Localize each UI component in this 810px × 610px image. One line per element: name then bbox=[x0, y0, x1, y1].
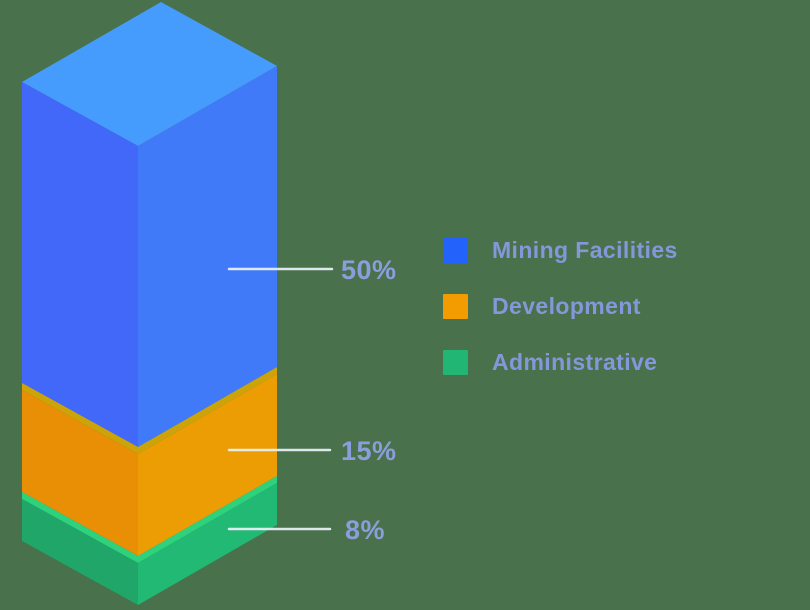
bar-segment-development bbox=[22, 367, 277, 556]
development-rim-right bbox=[138, 367, 277, 454]
mining-left-face bbox=[22, 82, 138, 447]
legend-swatch-orange bbox=[443, 294, 468, 319]
legend-swatch-green bbox=[443, 350, 468, 375]
legend-label-mining-facilities: Mining Facilities bbox=[492, 237, 678, 263]
bar-segment-mining bbox=[22, 2, 277, 447]
value-label-mining: 50% bbox=[341, 255, 397, 285]
legend-item-administrative: Administrative bbox=[443, 349, 678, 375]
development-right-face bbox=[138, 374, 277, 556]
bar-segment-administrative bbox=[22, 476, 277, 605]
legend-swatch-blue bbox=[443, 238, 468, 263]
value-label-development: 15% bbox=[341, 436, 397, 466]
legend-label-administrative: Administrative bbox=[492, 349, 658, 375]
administrative-rim-right bbox=[138, 476, 277, 563]
development-left-face bbox=[22, 390, 138, 556]
legend-item-mining-facilities: Mining Facilities bbox=[443, 237, 678, 263]
legend-swatch-green-rect bbox=[443, 350, 468, 375]
administrative-rim-left bbox=[22, 492, 138, 563]
legend: Mining Facilities Development Administra… bbox=[443, 237, 678, 375]
legend-swatch-blue-rect bbox=[443, 238, 468, 263]
administrative-right-face bbox=[138, 483, 277, 605]
legend-label-development: Development bbox=[492, 293, 641, 319]
value-label-administrative: 8% bbox=[345, 515, 385, 545]
administrative-left-face bbox=[22, 499, 138, 605]
legend-item-development: Development bbox=[443, 293, 678, 319]
development-rim-left bbox=[22, 383, 138, 454]
legend-swatch-orange-rect bbox=[443, 294, 468, 319]
mining-right-face bbox=[138, 66, 277, 447]
mining-top-face bbox=[22, 2, 277, 146]
